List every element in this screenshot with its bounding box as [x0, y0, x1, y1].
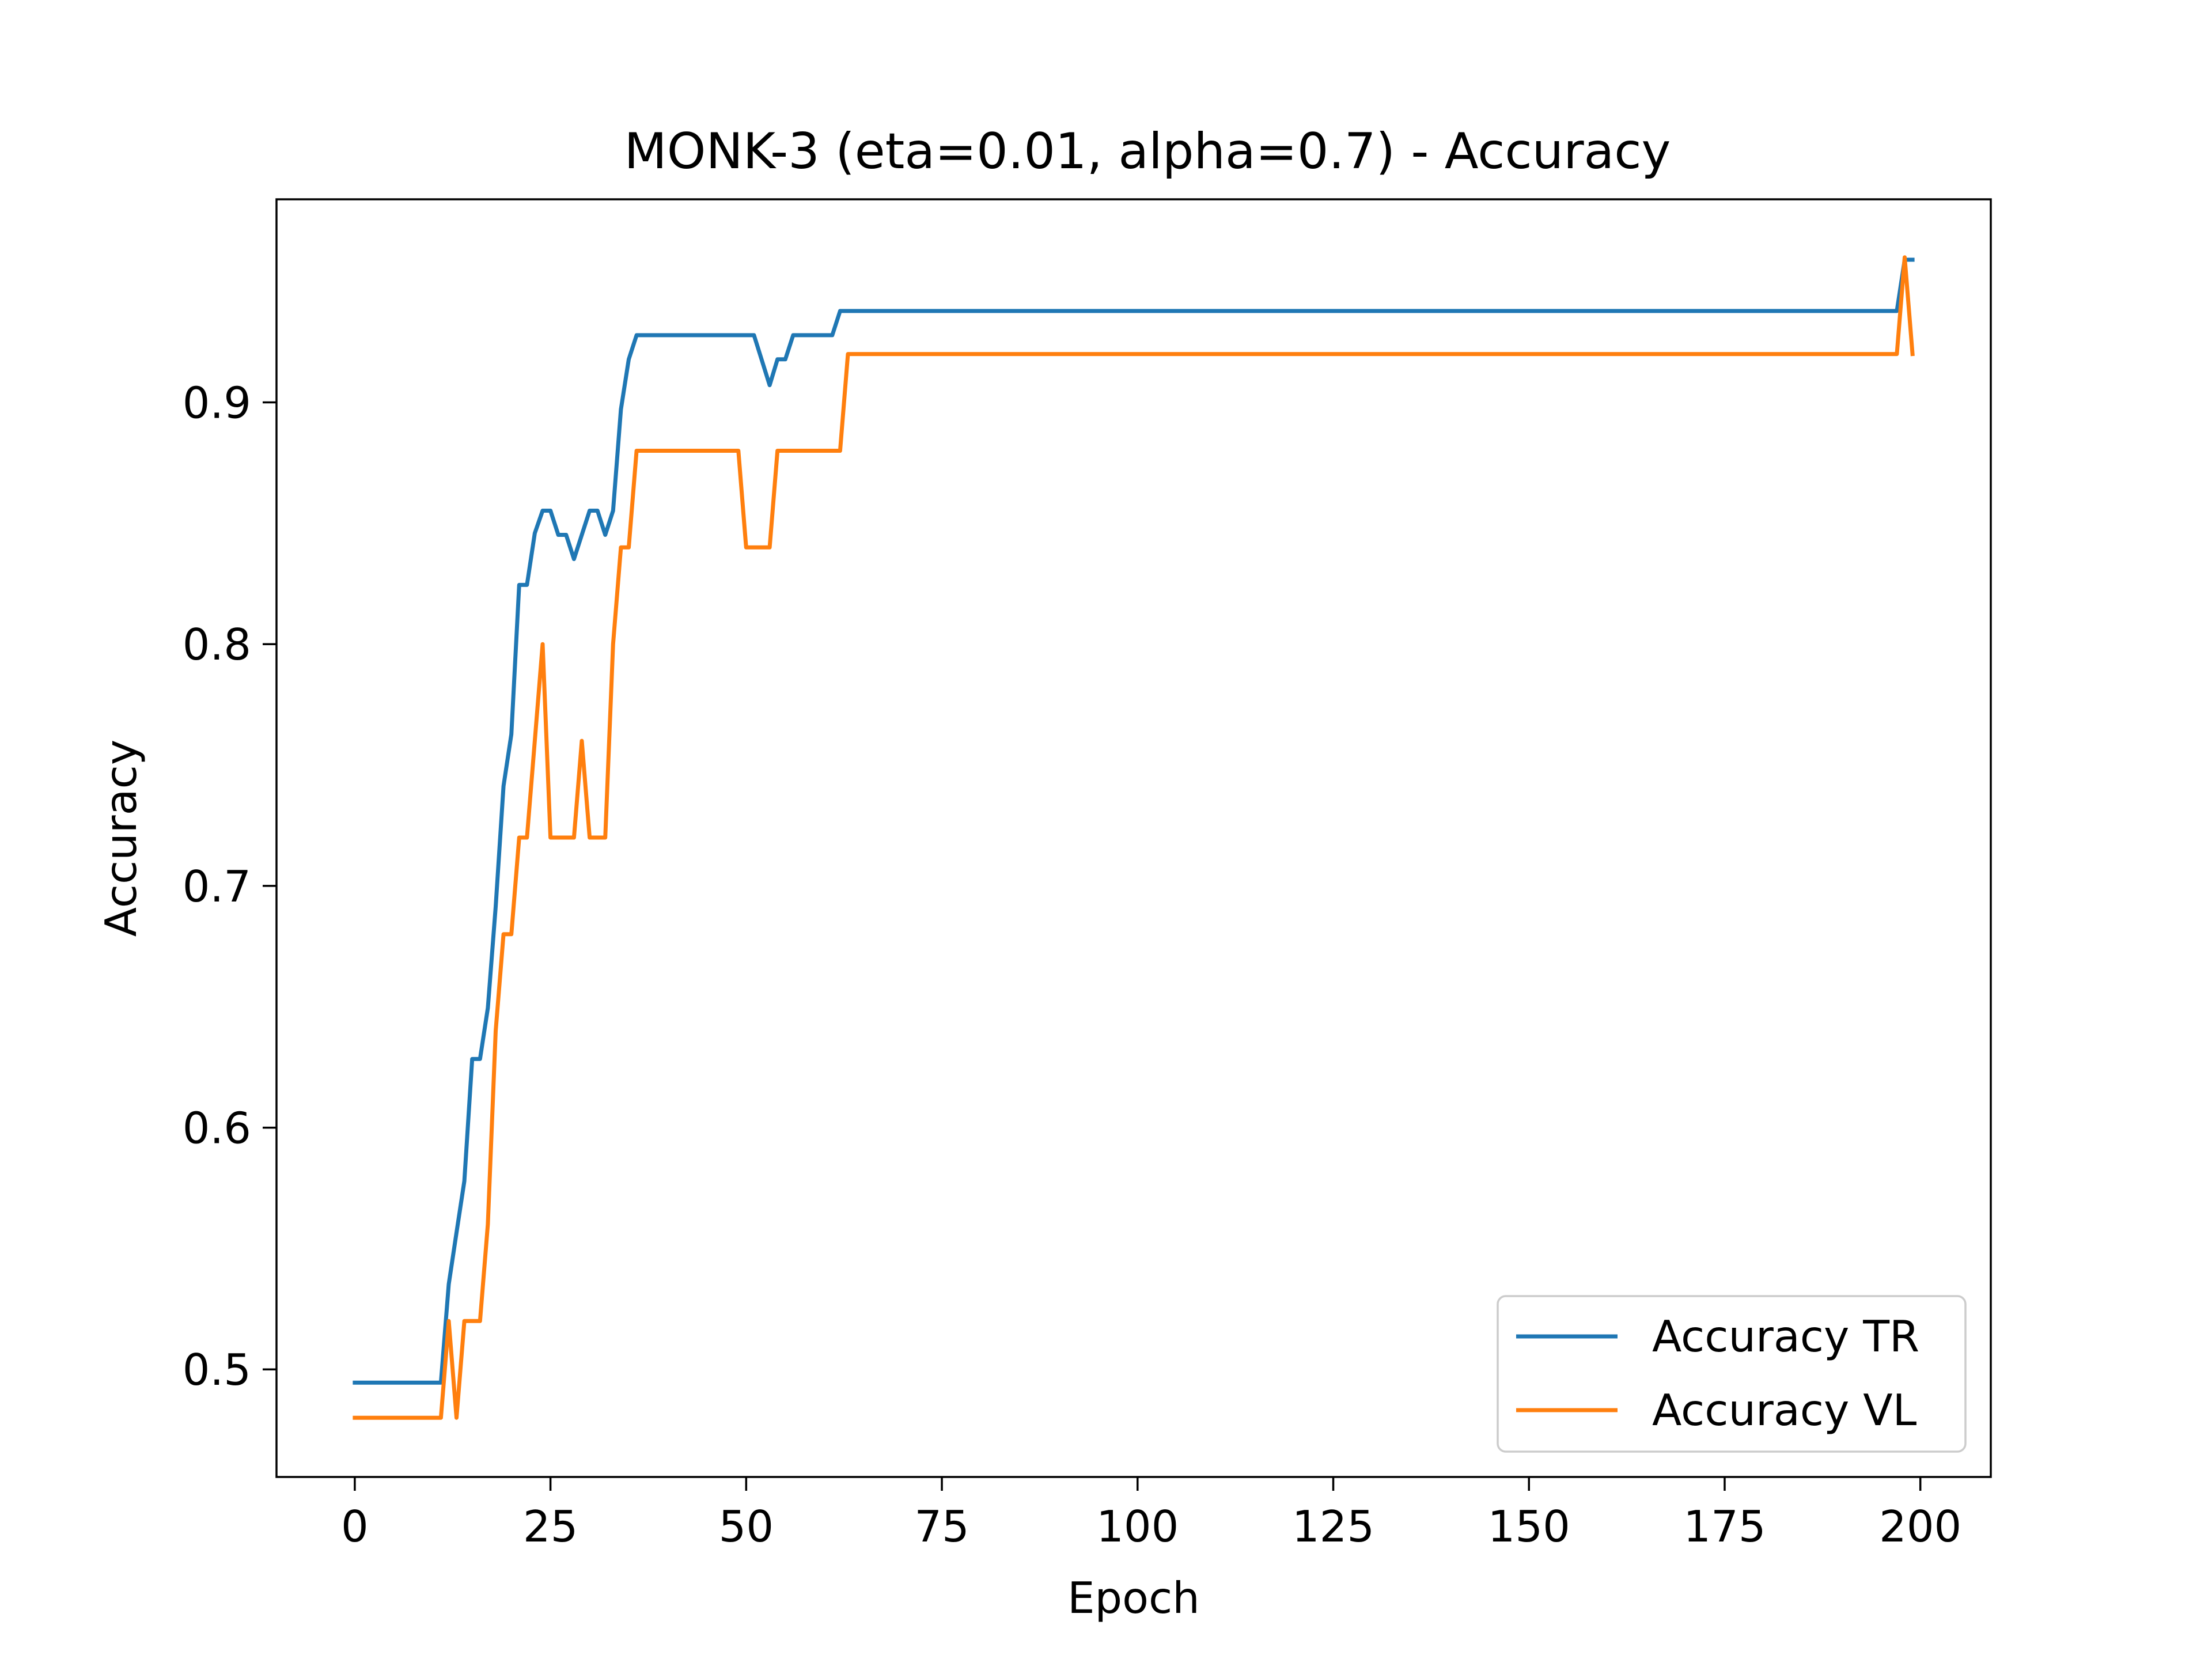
y-axis-ticks: 0.5 0.6 0.7 0.8 0.9 — [183, 378, 276, 1395]
y-tick-label: 0.5 — [183, 1344, 251, 1395]
x-tick-label: 25 — [523, 1501, 578, 1552]
series-line-accuracy-tr — [353, 257, 1915, 1385]
chart-title: MONK-3 (eta=0.01, alpha=0.7) - Accuracy — [624, 123, 1671, 180]
legend-label-accuracy-vl: Accuracy VL — [1652, 1385, 1917, 1435]
plot-layer — [353, 255, 1915, 1420]
x-tick-label: 50 — [719, 1501, 774, 1552]
legend-label-accuracy-tr: Accuracy TR — [1652, 1311, 1919, 1362]
y-tick-label: 0.8 — [183, 619, 251, 670]
x-tick-label: 100 — [1096, 1501, 1179, 1552]
y-tick-label: 0.9 — [183, 378, 251, 429]
x-tick-label: 200 — [1879, 1501, 1961, 1552]
x-axis-label: Epoch — [1067, 1573, 1200, 1623]
x-tick-label: 150 — [1488, 1501, 1570, 1552]
x-tick-label: 175 — [1683, 1501, 1766, 1552]
legend: Accuracy TR Accuracy VL — [1497, 1295, 1967, 1453]
series-line-accuracy-vl — [353, 255, 1915, 1420]
x-axis-ticks: 0 25 50 75 100 125 150 175 200 — [341, 1477, 1961, 1552]
x-tick-label: 75 — [914, 1501, 969, 1552]
y-tick-label: 0.6 — [183, 1103, 251, 1154]
y-axis-label: Accuracy — [96, 740, 146, 937]
axes-frame — [275, 198, 1992, 1478]
y-tick-label: 0.7 — [183, 861, 251, 912]
x-tick-label: 125 — [1292, 1501, 1374, 1552]
x-tick-label: 0 — [341, 1501, 369, 1552]
